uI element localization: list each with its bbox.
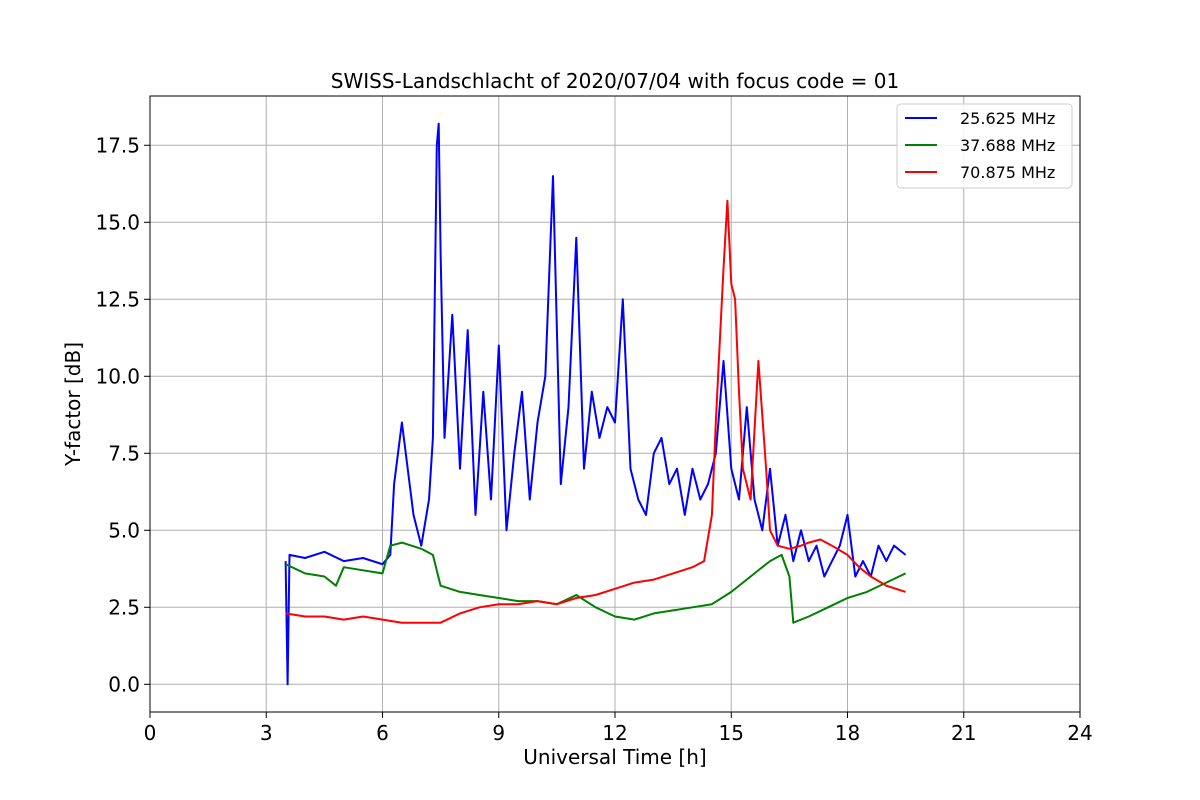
x-tick-label: 24 [1067,721,1092,745]
y-tick-label: 0.0 [108,672,140,696]
legend-box [896,103,1073,189]
x-tick-label: 3 [260,721,273,745]
x-tick-label: 18 [835,721,860,745]
ticks: 0 3 6 9 12 15 18 21 24 0.0 2.5 5.0 7.5 10.0 12.5 15.0 17… [95,133,1092,745]
series-layer [284,122,907,686]
y-tick-label: 2.5 [108,595,140,619]
series-line-1 [284,122,907,686]
series-line-3 [285,199,906,624]
x-tick-label: 15 [719,721,744,745]
y-tick-label: 10.0 [95,364,140,388]
x-axis-label: Universal Time [h] [523,745,706,769]
y-tick-label: 17.5 [95,133,140,157]
legend-label: 37.688 MHz [960,136,1055,155]
y-tick-label: 5.0 [108,518,140,542]
legend: 25.625 MHz 37.688 MHz 70.875 MHz [896,103,1073,189]
legend-label: 70.875 MHz [960,163,1055,182]
y-tick-label: 12.5 [95,287,140,311]
chart-title: SWISS-Landschlacht of 2020/07/04 with fo… [331,69,899,93]
series-line-2 [285,541,907,624]
x-tick-label: 6 [376,721,389,745]
y-tick-label: 7.5 [108,441,140,465]
x-tick-label: 9 [492,721,505,745]
x-tick-label: 21 [951,721,976,745]
x-tick-label: 12 [602,721,627,745]
x-tick-label: 0 [144,721,157,745]
y-axis-label: Y-factor [dB] [61,342,85,467]
legend-label: 25.625 MHz [960,109,1055,128]
y-tick-label: 15.0 [95,210,140,234]
